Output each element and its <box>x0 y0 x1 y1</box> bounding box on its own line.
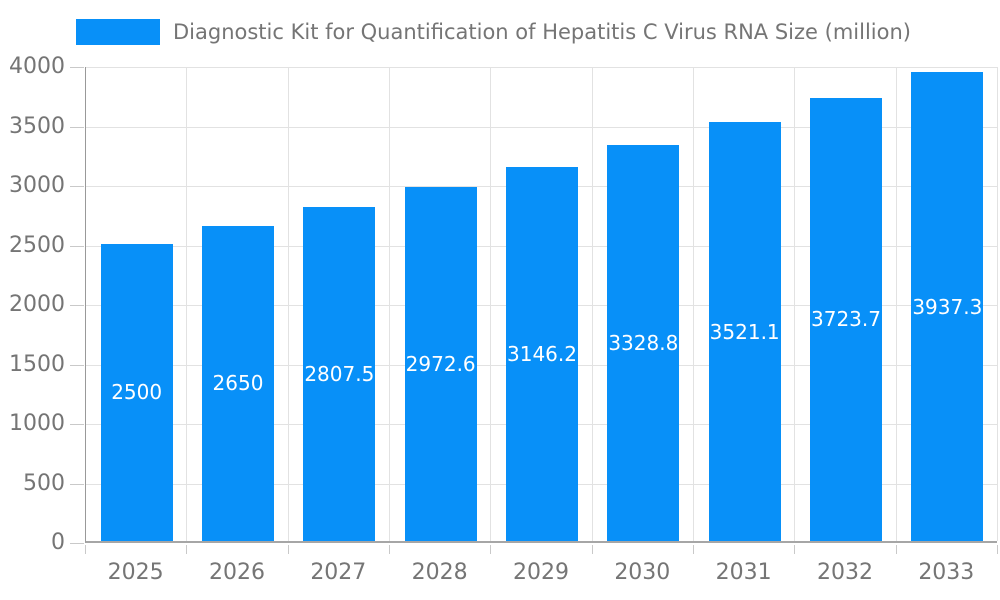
bar: 3328.8 <box>607 144 680 541</box>
bar-value-label: 3937.3 <box>912 294 983 319</box>
bar-value-label: 3521.1 <box>709 319 780 344</box>
bar: 2650 <box>202 225 274 541</box>
bar: 2972.6 <box>404 187 477 541</box>
x-gridline <box>490 67 492 541</box>
chart-title: Diagnostic Kit for Quantification of Hep… <box>173 20 911 44</box>
x-gridline <box>693 67 694 541</box>
x-tick-label: 2030 <box>614 560 671 585</box>
bar-value-label: 3328.8 <box>608 330 679 355</box>
bar-value-label: 2650 <box>212 371 264 396</box>
y-axis-tick <box>70 126 84 128</box>
y-axis-tick <box>70 245 84 247</box>
bar: 2807.5 <box>303 206 376 541</box>
y-axis-tick <box>70 67 84 68</box>
x-axis-tick <box>895 545 897 554</box>
y-gridline <box>86 67 997 68</box>
y-tick-label: 0 <box>51 530 65 555</box>
x-axis-tick <box>186 545 188 554</box>
x-tick-label: 2025 <box>107 560 164 585</box>
y-tick-label: 3500 <box>9 113 65 139</box>
x-tick-label: 2032 <box>816 560 873 585</box>
legend-item[interactable]: Diagnostic Kit for Quantification of Hep… <box>76 19 911 45</box>
bar-value-label: 3146.2 <box>507 341 577 366</box>
x-axis-tick <box>287 545 289 554</box>
legend-swatch <box>76 19 160 45</box>
y-gridline <box>86 126 997 128</box>
bar: 3521.1 <box>708 122 781 541</box>
x-axis-tick <box>997 545 998 554</box>
x-axis-tick <box>693 545 694 554</box>
x-gridline <box>591 67 593 541</box>
x-tick-label: 2031 <box>715 560 772 585</box>
x-tick-label: 2033 <box>918 560 975 585</box>
y-tick-label: 2500 <box>9 232 65 258</box>
x-gridline <box>389 67 390 541</box>
bar-value-label: 2972.6 <box>405 352 476 377</box>
y-axis-tick <box>70 543 84 544</box>
x-gridline <box>186 67 188 541</box>
bar: 2500 <box>100 243 173 541</box>
x-tick-label: 2026 <box>208 560 265 585</box>
x-gridline <box>287 67 289 541</box>
x-tick-label: 2027 <box>310 560 367 585</box>
bar: 3146.2 <box>506 166 578 541</box>
bar-value-label: 2500 <box>111 380 163 405</box>
y-tick-label: 3000 <box>9 173 65 198</box>
bar: 3723.7 <box>810 97 882 541</box>
bar: 3937.3 <box>911 72 984 541</box>
y-axis-tick <box>70 483 84 485</box>
y-axis-tick <box>70 305 84 306</box>
x-gridline <box>794 67 796 541</box>
bar-value-label: 3723.7 <box>811 307 881 332</box>
x-axis-tick <box>389 545 390 554</box>
y-axis-tick <box>70 424 84 425</box>
y-tick-label: 4000 <box>9 54 65 79</box>
x-axis-tick <box>85 545 86 554</box>
y-tick-label: 1500 <box>9 351 65 377</box>
plot-area: 2500 2650 2807.5 2972.6 3146.2 3328.8 3521.1 37… <box>85 67 998 543</box>
y-tick-label: 2000 <box>9 292 65 317</box>
y-axis-tick <box>70 364 84 366</box>
bar-value-label: 2807.5 <box>304 361 375 386</box>
x-tick-label: 2029 <box>512 560 569 585</box>
y-tick-label: 1000 <box>9 411 65 436</box>
x-axis-tick <box>490 545 492 554</box>
x-tick-label: 2028 <box>411 560 468 585</box>
x-gridline <box>997 67 998 541</box>
x-axis-tick <box>591 545 593 554</box>
x-gridline <box>895 67 897 541</box>
y-axis-tick <box>70 186 84 187</box>
x-axis-tick <box>794 545 796 554</box>
y-tick-label: 500 <box>23 470 65 496</box>
